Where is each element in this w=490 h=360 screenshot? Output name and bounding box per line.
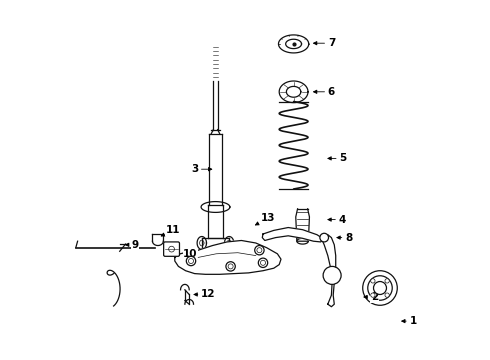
Text: 10: 10 [175,249,197,259]
Text: 4: 4 [328,215,346,225]
Circle shape [371,293,375,297]
Circle shape [186,256,196,266]
Circle shape [255,246,264,255]
Circle shape [258,258,268,267]
Text: 9: 9 [125,240,139,250]
Polygon shape [262,228,324,242]
Polygon shape [297,238,308,244]
Polygon shape [321,235,336,307]
Polygon shape [175,240,281,274]
Circle shape [169,246,174,252]
FancyBboxPatch shape [164,242,179,256]
Circle shape [320,233,328,242]
Circle shape [373,282,387,294]
Circle shape [228,264,233,269]
Circle shape [385,279,389,283]
Circle shape [363,271,397,305]
Circle shape [368,276,392,300]
Circle shape [385,293,389,297]
Text: 2: 2 [364,292,378,302]
Text: 8: 8 [337,233,352,243]
Circle shape [323,266,341,284]
Circle shape [371,279,375,283]
Circle shape [189,258,194,264]
Text: 3: 3 [191,164,212,174]
Text: 5: 5 [328,153,346,163]
Text: 1: 1 [402,316,417,326]
Circle shape [257,248,262,253]
Text: 11: 11 [161,225,180,236]
Text: 6: 6 [314,87,335,97]
Text: 13: 13 [255,213,276,225]
Text: 12: 12 [194,289,216,300]
Text: 7: 7 [314,38,335,48]
Circle shape [226,262,235,271]
Circle shape [261,260,266,265]
